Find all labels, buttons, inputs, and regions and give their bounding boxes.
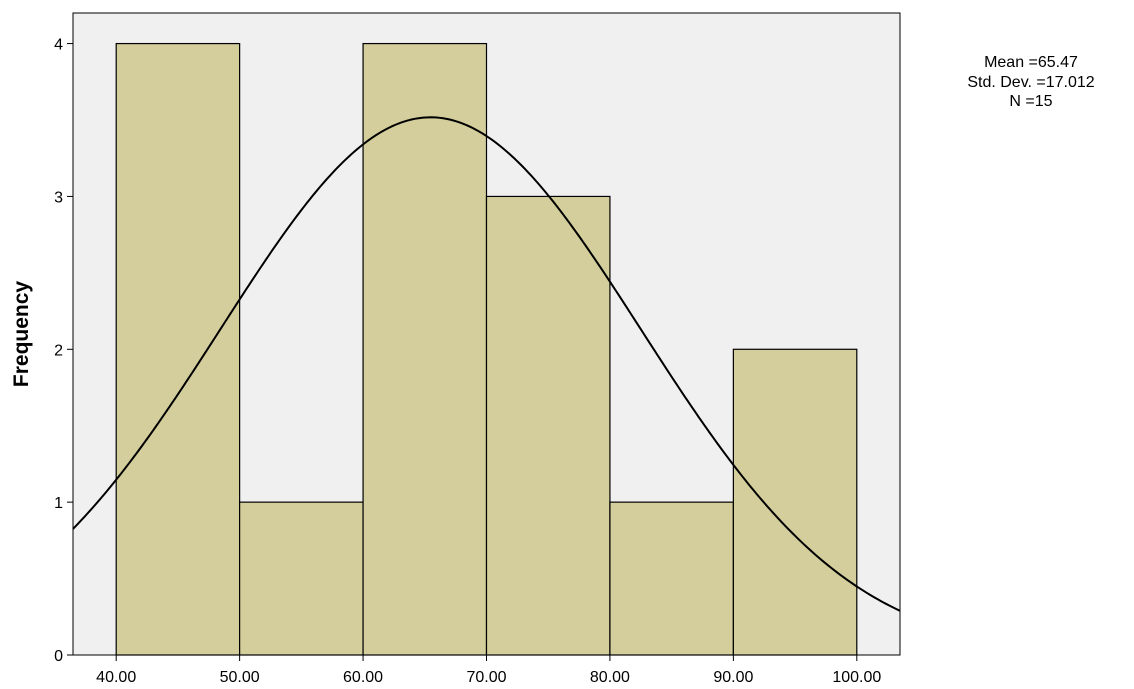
x-tick-label-5: 90.00 [713, 669, 753, 686]
x-tick-label-1: 50.00 [220, 669, 260, 686]
y-tick-label-0: 0 [54, 648, 63, 665]
x-tick-label-6: 100.00 [832, 669, 881, 686]
stats-mean: Mean =65.47 [984, 54, 1078, 71]
y-tick-label-4: 4 [54, 37, 63, 54]
histogram-bar-1 [239, 501, 364, 656]
stats-std-dev: Std. Dev. =17.012 [967, 74, 1094, 91]
x-axis: 40.00 50.00 60.00 70.00 80.00 90.00 100.00 [96, 655, 881, 686]
histogram-bar-5 [732, 348, 858, 656]
histogram-bar-4 [609, 501, 734, 656]
x-tick-label-4: 80.00 [590, 669, 630, 686]
x-tick-label-3: 70.00 [466, 669, 506, 686]
y-tick-label-1: 1 [54, 495, 63, 512]
y-axis-label: Frequency [10, 281, 33, 388]
histogram-bar-0 [115, 42, 241, 656]
stats-box: Mean =65.47 Std. Dev. =17.012 N =15 [967, 54, 1094, 110]
histogram-bar-2 [362, 42, 488, 656]
histogram-bar-3 [485, 195, 611, 656]
y-tick-label-3: 3 [54, 189, 63, 206]
x-tick-label-2: 60.00 [343, 669, 383, 686]
y-axis: 0 1 2 3 4 [54, 37, 73, 665]
x-tick-label-0: 40.00 [96, 669, 136, 686]
bars-layer [115, 42, 858, 656]
normal-curve [72, 116, 901, 612]
stats-n: N =15 [1009, 93, 1052, 110]
y-tick-label-2: 2 [54, 342, 63, 359]
